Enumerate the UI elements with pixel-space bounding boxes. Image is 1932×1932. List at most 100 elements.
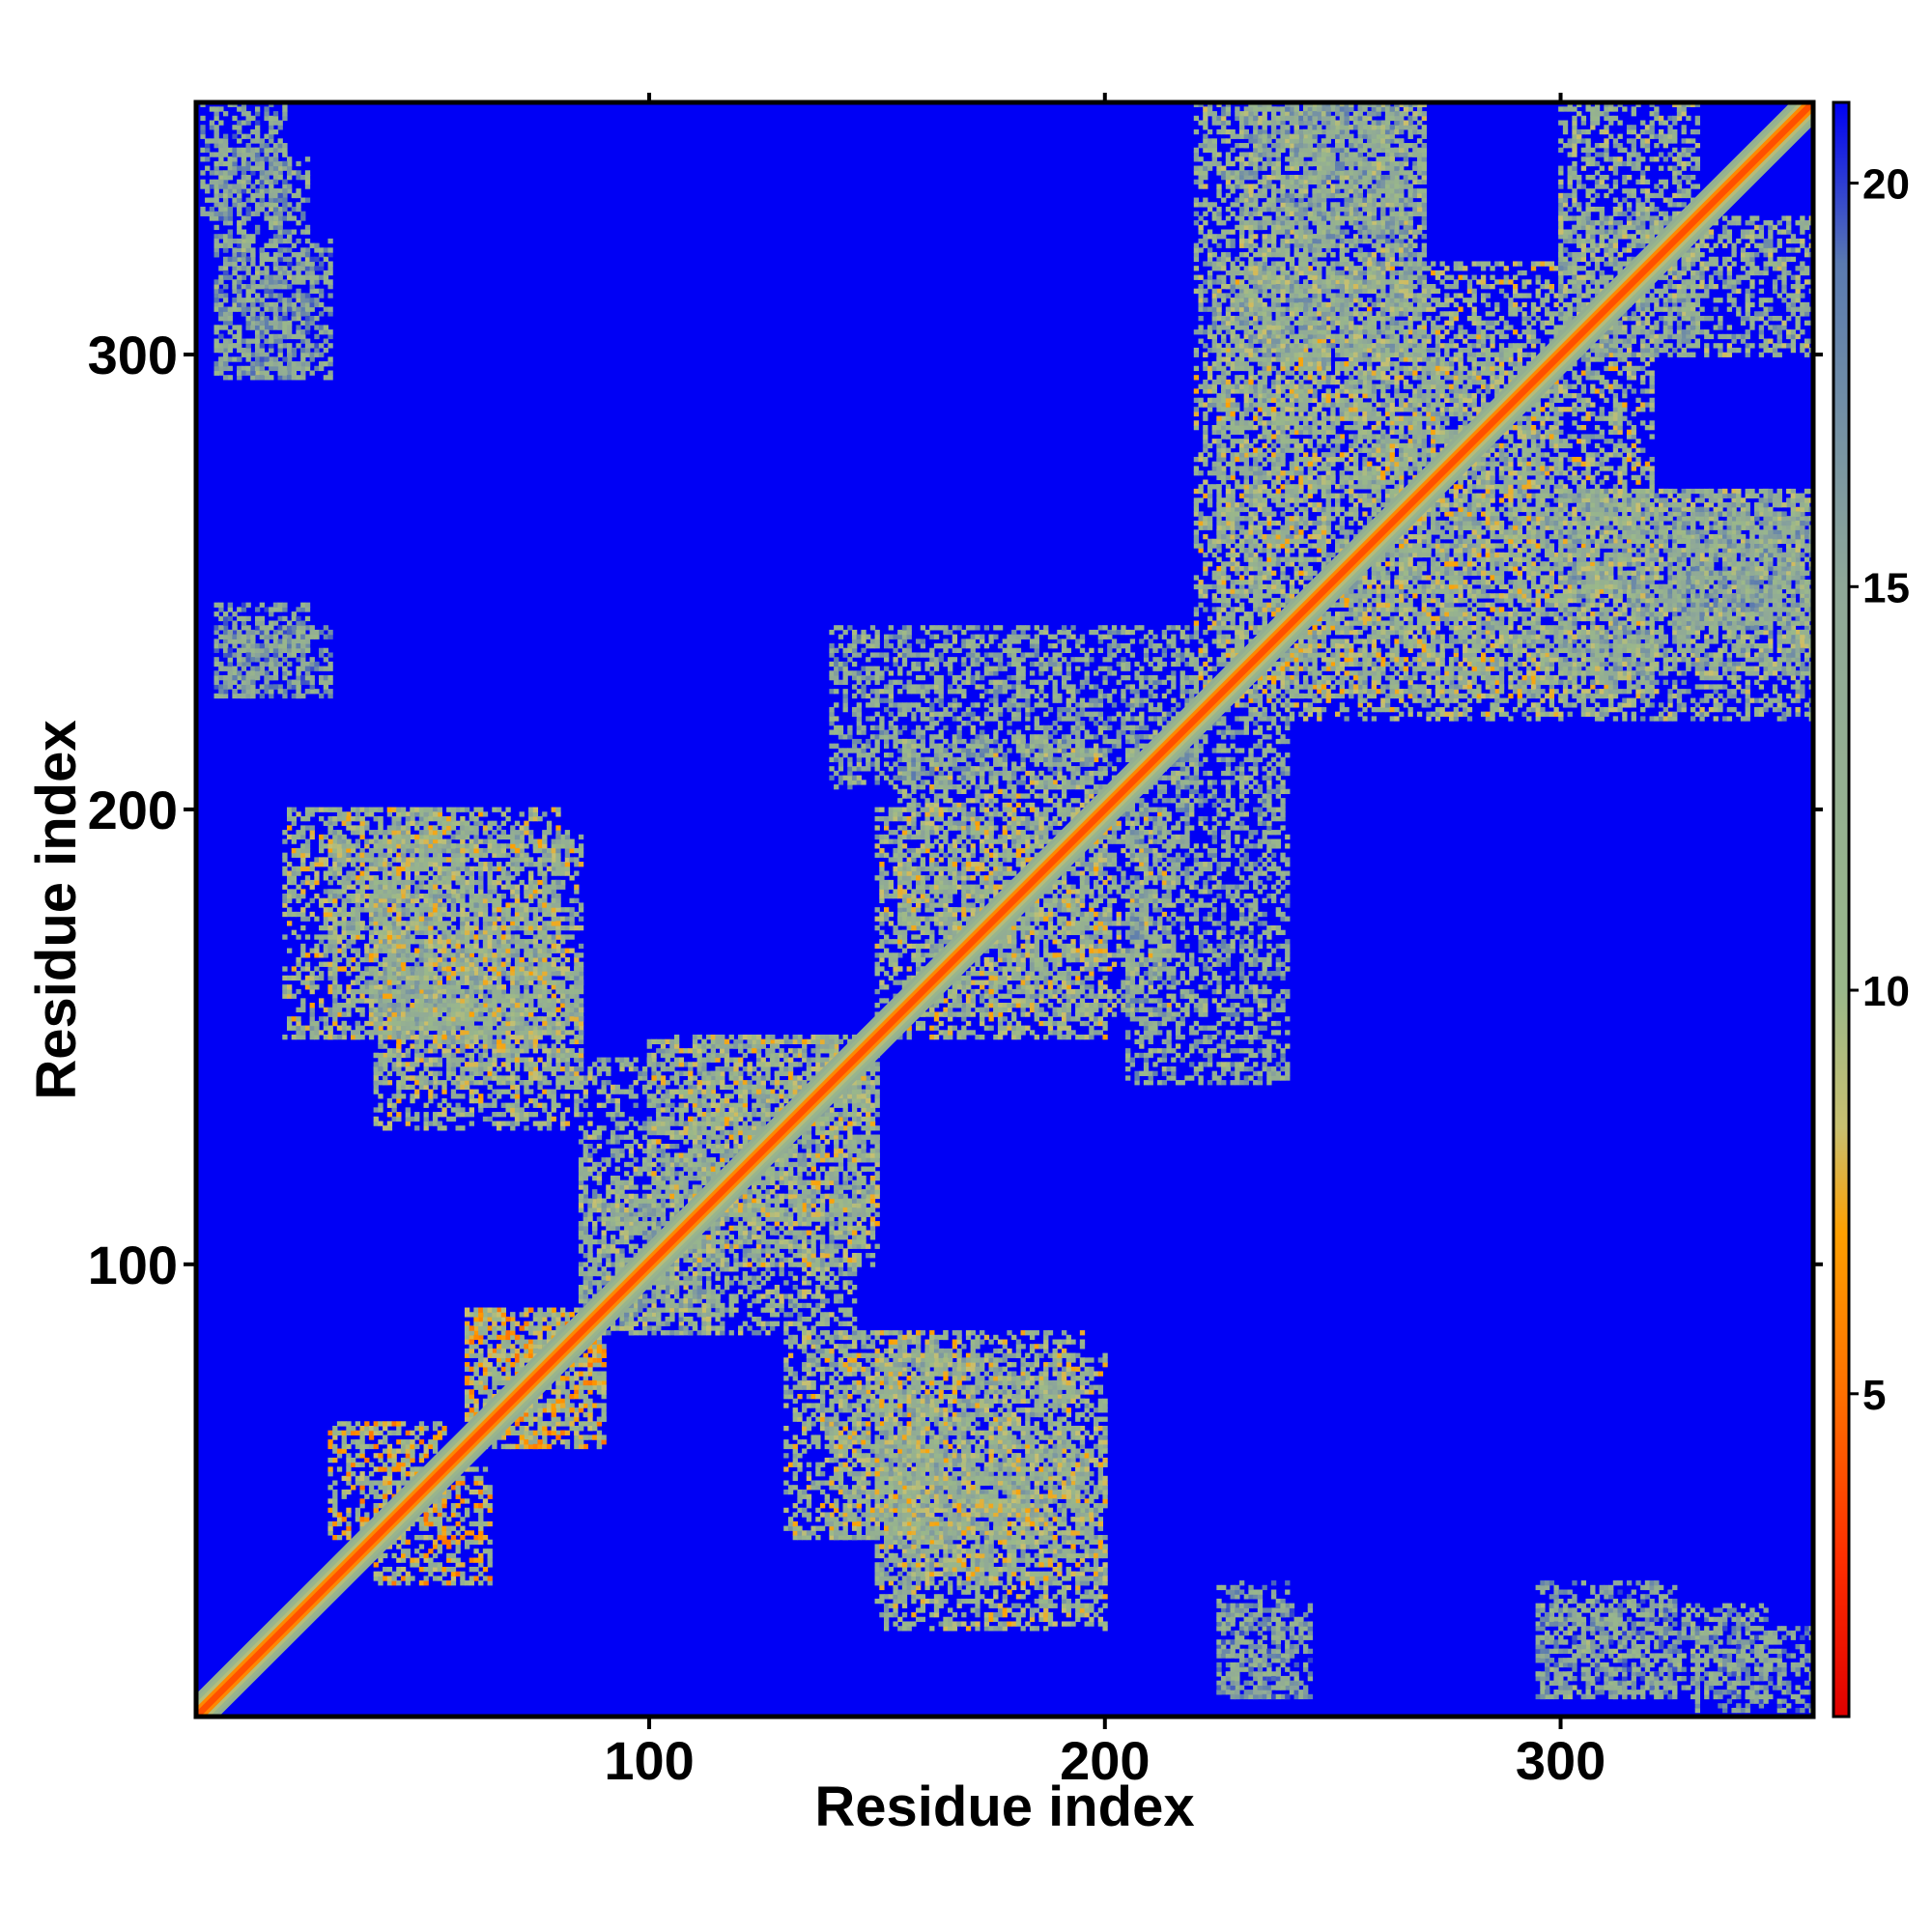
heatmap-cell — [1011, 1612, 1016, 1617]
heatmap-cell — [907, 1572, 912, 1577]
heatmap-cell — [1221, 1653, 1226, 1658]
heatmap-cell — [879, 1576, 884, 1580]
heatmap-cell — [214, 684, 219, 689]
heatmap-cell — [300, 907, 305, 912]
heatmap-cell — [391, 848, 396, 853]
heatmap-cell — [884, 1362, 889, 1367]
heatmap-cell — [1280, 1599, 1285, 1604]
heatmap-cell — [1062, 1444, 1066, 1449]
heatmap-cell — [889, 1399, 894, 1404]
heatmap-cell — [419, 821, 424, 826]
heatmap-cell — [547, 998, 552, 1003]
heatmap-cell — [939, 1621, 944, 1626]
heatmap-cell — [501, 1048, 506, 1053]
heatmap-cell — [483, 971, 488, 976]
heatmap-cell — [993, 1480, 998, 1485]
heatmap-cell — [396, 907, 401, 912]
heatmap-cell — [1089, 1604, 1094, 1608]
heatmap-cell — [1749, 1612, 1754, 1617]
heatmap-cell — [988, 1548, 993, 1553]
heatmap-cell — [975, 1607, 980, 1612]
heatmap-cell — [428, 808, 433, 812]
heatmap-cell — [351, 898, 355, 903]
heatmap-cell — [1759, 1658, 1764, 1662]
heatmap-cell — [438, 843, 442, 848]
heatmap-cell — [414, 898, 419, 903]
heatmap-cell — [565, 925, 570, 930]
heatmap-cell — [1043, 1508, 1048, 1513]
heatmap-cell — [1258, 1649, 1263, 1654]
heatmap-cell — [988, 1617, 993, 1622]
heatmap-cell — [897, 1471, 902, 1476]
heatmap-cell — [1057, 1530, 1062, 1535]
heatmap-cell — [387, 870, 392, 875]
heatmap-cell — [419, 949, 424, 953]
heatmap-cell — [300, 694, 305, 698]
heatmap-cell — [414, 1008, 419, 1012]
heatmap-cell — [1618, 1621, 1623, 1626]
heatmap-cell — [264, 152, 269, 156]
heatmap-cell — [492, 889, 497, 894]
heatmap-cell — [1075, 1553, 1080, 1558]
heatmap-cell — [956, 1604, 961, 1608]
heatmap-cell — [433, 921, 438, 925]
heatmap-cell — [310, 1021, 315, 1026]
heatmap-cell — [916, 1517, 921, 1521]
heatmap-cell — [542, 957, 547, 962]
heatmap-cell — [374, 966, 379, 971]
heatmap-cell — [579, 1003, 583, 1008]
heatmap-cell — [1003, 1621, 1008, 1626]
heatmap-cell — [378, 1030, 383, 1035]
heatmap-cell — [1677, 1635, 1682, 1640]
heatmap-cell — [924, 1576, 929, 1580]
heatmap-cell — [966, 1599, 971, 1604]
heatmap-cell — [300, 925, 305, 930]
heatmap-cell — [1704, 1617, 1709, 1622]
heatmap-cell — [246, 662, 251, 667]
heatmap-cell — [579, 862, 583, 867]
heatmap-cell — [433, 848, 438, 853]
heatmap-cell — [1736, 1671, 1741, 1676]
heatmap-cell — [829, 1403, 834, 1407]
heatmap-cell — [902, 1544, 907, 1548]
heatmap-cell — [218, 662, 223, 667]
heatmap-cell — [324, 675, 328, 680]
heatmap-cell — [292, 930, 297, 935]
heatmap-cell — [861, 1399, 866, 1404]
heatmap-cell — [537, 902, 542, 907]
heatmap-cell — [847, 1503, 852, 1508]
heatmap-cell — [355, 889, 360, 894]
heatmap-cell — [410, 898, 414, 903]
heatmap-cell — [921, 1512, 925, 1517]
heatmap-cell — [282, 885, 287, 890]
heatmap-cell — [374, 1071, 379, 1076]
heatmap-cell — [218, 684, 223, 689]
heatmap-cell — [866, 1498, 870, 1503]
heatmap-cell — [387, 894, 392, 898]
heatmap-cell — [428, 934, 433, 939]
heatmap-cell — [916, 1594, 921, 1599]
heatmap-cell — [387, 944, 392, 949]
heatmap-cell — [893, 1594, 897, 1599]
heatmap-cell — [351, 930, 355, 935]
heatmap-cell — [300, 198, 305, 203]
heatmap-cell — [902, 1594, 907, 1599]
heatmap-cell — [510, 1058, 515, 1063]
heatmap-cell — [428, 857, 433, 862]
heatmap-cell — [456, 998, 461, 1003]
heatmap-cell — [396, 921, 401, 925]
heatmap-cell — [579, 835, 583, 839]
heatmap-cell — [971, 1621, 976, 1626]
heatmap-cell — [537, 1043, 542, 1048]
heatmap-cell — [1038, 1558, 1043, 1563]
heatmap-cell — [574, 898, 579, 903]
heatmap-cell — [547, 1021, 552, 1026]
heatmap-cell — [478, 867, 483, 871]
heatmap-cell — [250, 321, 255, 326]
heatmap-cell — [369, 912, 374, 917]
heatmap-cell — [956, 1599, 961, 1604]
heatmap-cell — [456, 880, 461, 885]
heatmap-cell — [1094, 1535, 1098, 1540]
heatmap-cell — [287, 811, 292, 816]
heatmap-cell — [433, 1039, 438, 1044]
